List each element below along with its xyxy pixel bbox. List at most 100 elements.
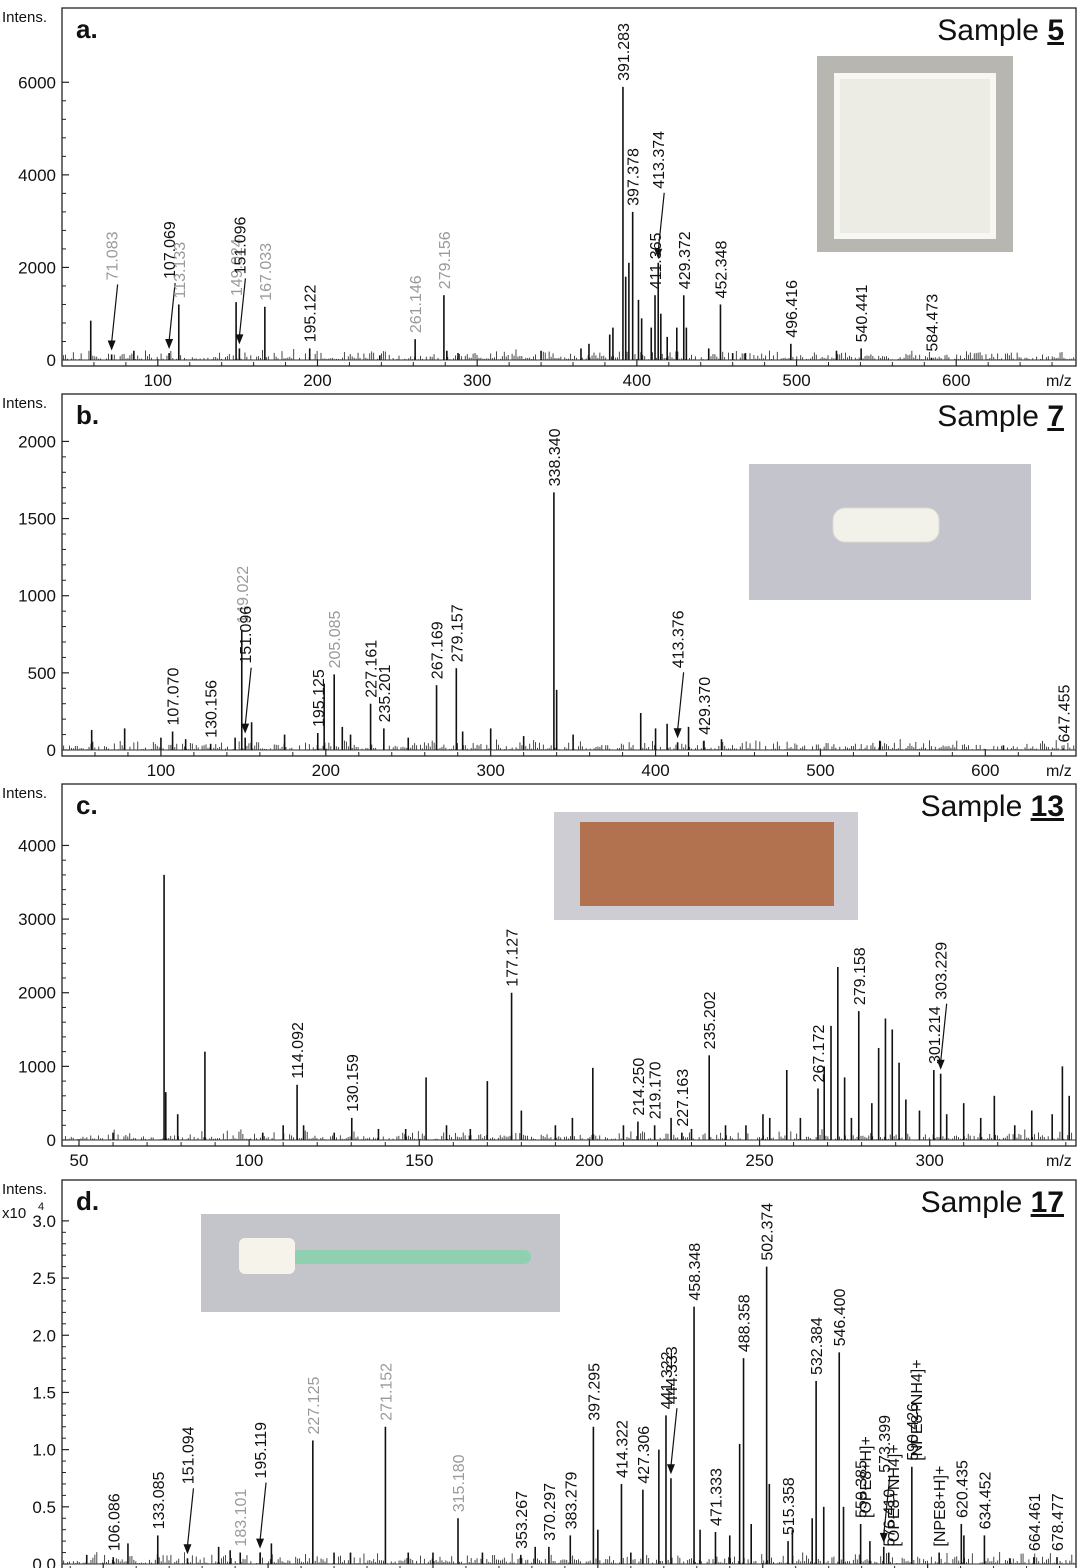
plot-frame (61, 1179, 1077, 1568)
peak-label: 411.365 (648, 232, 665, 289)
x-tick-label: 600 (942, 371, 970, 390)
peak-label: [OPE8+NH4]+ (886, 1444, 903, 1546)
y-tick-label: 500 (28, 664, 56, 683)
peak-label: 590.426 (905, 1403, 922, 1461)
peak-label: 353.267 (514, 1491, 531, 1549)
y-tick-label: 1000 (18, 1057, 56, 1076)
arrow-head (673, 728, 682, 739)
x-tick-label: 200 (312, 761, 340, 780)
x-tick-label: 300 (463, 371, 491, 390)
panel-d: Intens.x1040.00.51.01.52.02.53.010020030… (2, 1179, 1077, 1568)
sample-number: 7 (1047, 400, 1064, 433)
peak-label: 279.158 (852, 947, 869, 1005)
cotton-roll (832, 507, 940, 543)
peak-label: 235.201 (377, 664, 394, 722)
peak-label: 441.322 (659, 1351, 676, 1409)
peak-label: 515.358 (781, 1477, 798, 1535)
peak-label: 301.214 (927, 1006, 944, 1064)
peak-label: 383.279 (563, 1471, 580, 1529)
peak-label: 106.086 (106, 1493, 123, 1551)
arrow-shaft (259, 1482, 267, 1541)
x-tick-label: 50 (70, 1151, 89, 1170)
y-tick-label: 0 (47, 351, 56, 370)
peak-label: 444.333 (664, 1346, 681, 1404)
peak-label: 219.170 (648, 1061, 665, 1119)
y-tick-label: 4000 (18, 836, 56, 855)
sample-title-prefix: Sample (921, 1186, 1031, 1219)
peaks (85, 1266, 1058, 1564)
gauze-pad (834, 73, 996, 239)
peaks (112, 874, 1070, 1140)
x-tick-label: 200 (575, 1151, 603, 1170)
sample-title-prefix: Sample (921, 790, 1031, 823)
panel-letter: b. (76, 400, 99, 430)
peak-label: 634.452 (977, 1471, 994, 1529)
peak-label: 167.033 (258, 243, 275, 301)
peak-label: 488.358 (737, 1294, 754, 1352)
y-tick-label: 0.5 (32, 1498, 56, 1517)
baseline-noise (63, 739, 1075, 750)
panel-letter: c. (76, 790, 98, 820)
y-tick-label: 1000 (18, 587, 56, 606)
peak-label: 452.348 (713, 241, 730, 299)
peak-label: [OPE8+H]+ (858, 1436, 875, 1518)
peak-label: 267.169 (430, 621, 447, 679)
arrow-shaft (940, 1003, 948, 1062)
swab-handle (291, 1250, 531, 1264)
sample-title-prefix: Sample (937, 14, 1047, 47)
peak-label: 195.122 (303, 284, 320, 342)
peak-label: 532.384 (809, 1317, 826, 1375)
x-axis-title: m/z (1046, 373, 1072, 390)
peak-arrow (165, 282, 176, 350)
sample-title: Sample 17 (921, 1186, 1064, 1219)
peak-label: 573.399 (877, 1415, 894, 1473)
y-tick-label: 2000 (18, 258, 56, 277)
arrow-head (879, 1532, 888, 1543)
peak-label: 71.083 (105, 231, 122, 280)
y-tick-label: 2000 (18, 984, 56, 1003)
peak-label: 391.283 (616, 23, 633, 81)
y-tick-label: 1.5 (32, 1383, 56, 1402)
peak-label: 114.092 (290, 1022, 307, 1079)
arrow-shaft (186, 1488, 195, 1547)
peak-label: 235.202 (702, 991, 719, 1049)
peak-label: 177.127 (505, 929, 522, 987)
arrow-shaft (111, 284, 119, 343)
peak-label: [NPE8+H]+ (932, 1466, 949, 1547)
baseline-noise (63, 1552, 1075, 1564)
peak-label: 227.163 (675, 1069, 692, 1127)
peak-label: 149.024 (229, 238, 246, 296)
sample-photo (554, 812, 858, 920)
y-tick-label: 6000 (18, 73, 56, 92)
arrow-shaft (244, 667, 252, 726)
plot-frame (61, 393, 1077, 757)
y-axis-multiplier-exponent: 4 (38, 1201, 44, 1213)
x-tick-label: 150 (405, 1151, 433, 1170)
sample-number: 5 (1047, 14, 1064, 47)
arrow-shaft (670, 1408, 678, 1467)
arrow-shaft (883, 1476, 891, 1535)
x-tick-label: 250 (745, 1151, 773, 1170)
arrow-head (165, 339, 174, 350)
peak-arrow (107, 284, 119, 351)
peak-label: 647.455 (1057, 685, 1074, 743)
y-tick-label: 2.5 (32, 1269, 56, 1288)
peak-label: 130.156 (204, 680, 221, 738)
arrow-head (183, 1544, 192, 1555)
peak-label: 496.416 (784, 280, 801, 338)
peak-label: 338.340 (547, 428, 564, 486)
sample-photo (817, 56, 1013, 252)
y-tick-label: 4000 (18, 166, 56, 185)
peak-label: 205.085 (327, 610, 344, 668)
peak-arrow (654, 192, 665, 259)
peak-label: 664.461 (1027, 1493, 1044, 1551)
sample-number: 17 (1031, 1186, 1064, 1219)
y-axis-title: Intens. (2, 395, 47, 412)
x-axis-title: m/z (1046, 763, 1072, 780)
peak-label: 678.477 (1050, 1493, 1067, 1551)
x-tick-label: 300 (915, 1151, 943, 1170)
baseline-noise (64, 1129, 1073, 1140)
x-tick-label: 500 (782, 371, 810, 390)
x-tick-label: 300 (476, 761, 504, 780)
